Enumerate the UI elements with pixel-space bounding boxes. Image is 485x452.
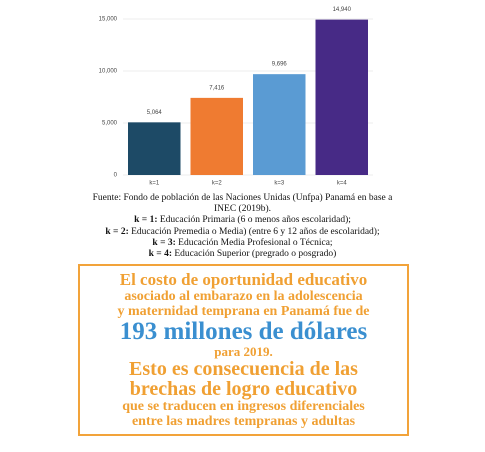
note-text: Educación Premedia o Media) (entre 6 y 1… — [131, 226, 380, 237]
legend-note: k = 2: Educación Premedia o Media) (entr… — [0, 227, 485, 238]
callout-line: entre las madres tempranas y adultas — [131, 414, 356, 429]
value-label: 14,940 — [333, 7, 352, 13]
note-text: Educación Media Profesional o Técnica; — [178, 237, 333, 248]
bar — [315, 19, 368, 176]
source-line: Fuente: Fondo de población de las Nacion… — [92, 193, 393, 203]
callout-box: El costo de oportunidad educativo asociad… — [78, 264, 409, 436]
note-key: k = 4: — [148, 249, 172, 260]
legend-note: k = 1: Educación Primaria (6 o menos año… — [0, 215, 485, 226]
note-key: k = 3: — [152, 237, 176, 248]
callout-line: y maternidad temprana en Panamá fue de — [117, 304, 370, 319]
y-tick-label: 15,000 — [99, 17, 118, 23]
y-tick-label: 5,000 — [102, 121, 118, 127]
source-line: INEC (2019b). — [214, 204, 271, 215]
chart: 0 5,000 10,000 15,000 k=1 5,064 k=2 7,416 k=3 9,6… — [99, 7, 373, 187]
y-tick-label: 0 — [114, 173, 118, 179]
x-tick-label: k=3 — [274, 181, 285, 187]
callout-line: 193 millones de dólares — [119, 318, 368, 345]
x-tick-label: k=4 — [337, 181, 348, 187]
value-label: 9,696 — [272, 62, 288, 68]
x-tick-label: k=2 — [212, 181, 223, 187]
y-tick-label: 10,000 — [99, 69, 118, 75]
x-tick-label: k=1 — [149, 181, 160, 187]
value-label: 5,064 — [147, 110, 163, 116]
source-note: Fuente: Fondo de población de las Nacion… — [0, 193, 485, 260]
callout-line: para 2019. — [214, 344, 273, 359]
bar — [128, 122, 181, 175]
bar — [190, 97, 243, 175]
callout-line: que se traducen en ingresos diferenciale… — [122, 399, 365, 414]
legend-note: k = 3: Educación Media Profesional o Téc… — [0, 238, 485, 249]
note-key: k = 2: — [105, 226, 129, 237]
note-text: Educación Superior (pregrado o posgrado) — [174, 249, 337, 260]
bar — [253, 74, 306, 175]
callout-line: brechas de logro educativo — [129, 378, 358, 400]
callout-line: asociado al embarazo en la adolescencia — [124, 289, 363, 304]
legend-note: k = 4: Educación Superior (pregrado o po… — [0, 249, 485, 260]
value-label: 7,416 — [209, 85, 225, 91]
note-text: Educación Primaria (6 o menos años escol… — [159, 215, 351, 226]
callout-line: Esto es consecuencia de las — [129, 358, 358, 380]
note-key: k = 1: — [134, 215, 158, 226]
callout-line: El costo de oportunidad educativo — [119, 270, 368, 289]
